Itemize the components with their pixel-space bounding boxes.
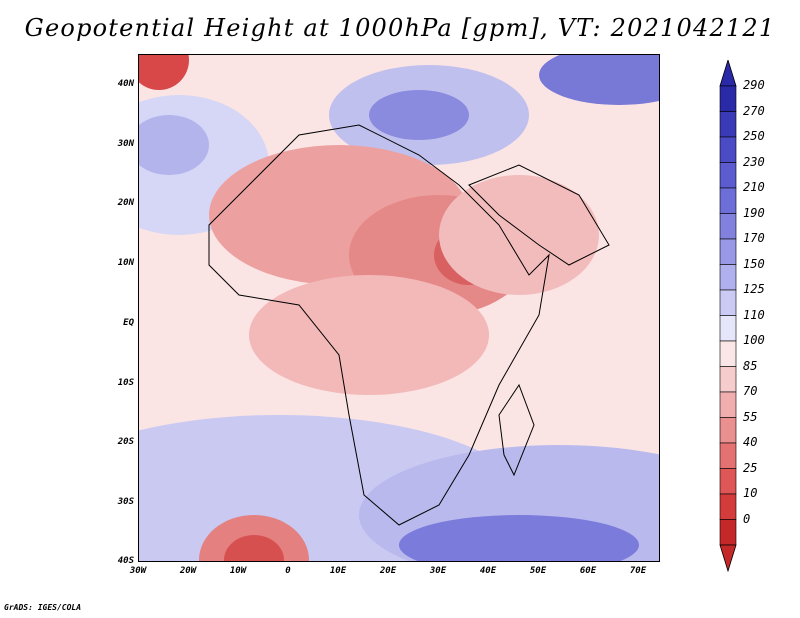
colorbar-tick-label: 230: [743, 154, 765, 169]
colorbar-segment: [719, 187, 737, 214]
colorbar-tick-label: 210: [743, 180, 765, 194]
colorbar-segment: [719, 162, 737, 189]
colorbar-segment: [719, 289, 737, 316]
azores-high-core: [139, 115, 209, 175]
northeast-high: [539, 55, 659, 105]
colorbar-segment: [719, 417, 737, 444]
colorbar-tick-label: 150: [743, 256, 765, 271]
map-panel: [138, 54, 660, 562]
colorbar-tick-label: 70: [743, 384, 758, 398]
northwest-low: [139, 55, 189, 90]
colorbar-segment: [719, 340, 737, 367]
colorbar-segment: [719, 468, 737, 495]
lon-tick-label: 20W: [179, 566, 197, 576]
southwest-low-core: [224, 535, 284, 561]
colorbar-tick-label: 110: [743, 307, 765, 322]
footer-credit: GrADS: IGES/COLA: [4, 603, 82, 612]
lat-tick-label: 30N: [117, 139, 134, 149]
colorbar-tick-label: 85: [743, 358, 758, 373]
colorbar-segment: [719, 136, 737, 163]
colorbar-tick-label: 40: [743, 435, 758, 449]
lon-tick-label: 40E: [479, 566, 497, 576]
colorbar-segment: [719, 85, 737, 112]
lat-tick-label: EQ: [123, 318, 134, 328]
lon-tick-label: 30W: [129, 566, 147, 576]
lat-tick-label: 30S: [117, 497, 134, 507]
colorbar-segment: [719, 315, 737, 342]
colorbar-tick-label: 270: [743, 103, 765, 118]
colorbar: [719, 60, 737, 573]
lon-tick-label: 0: [285, 566, 291, 576]
lon-tick-label: 10W: [229, 566, 247, 576]
lon-tick-label: 30E: [429, 566, 447, 576]
colorbar-tick-label: 55: [743, 409, 758, 424]
colorbar-tick-label: 0: [743, 511, 751, 526]
colorbar-top-arrow: [719, 60, 737, 87]
map-field: [139, 55, 659, 561]
colorbar-tick-label: 25: [743, 460, 758, 475]
colorbar-segment: [719, 366, 737, 393]
mediterranean-high-core: [369, 90, 469, 140]
colorbar-bottom-arrow: [719, 544, 737, 573]
colorbar-tick-label: 170: [743, 231, 765, 245]
south-high-core: [399, 515, 639, 561]
colorbar-tick-label: 10: [743, 486, 758, 500]
central-africa-low: [249, 275, 489, 395]
chart-title: Geopotential Height at 1000hPa [gpm], VT…: [24, 14, 776, 42]
colorbar-tick-label: 125: [743, 282, 765, 296]
lat-tick-label: 10N: [117, 258, 134, 268]
colorbar-segment: [719, 519, 737, 546]
lat-tick-label: 40S: [117, 556, 134, 566]
colorbar-segment: [719, 442, 737, 469]
arabia-outline: [468, 164, 610, 266]
lon-tick-label: 10E: [329, 566, 347, 576]
africa-outline: [208, 124, 550, 526]
colorbar-tick-label: 250: [743, 129, 765, 143]
lon-tick-label: 50E: [529, 566, 547, 576]
madagascar-outline: [498, 383, 535, 477]
lat-tick-label: 20N: [117, 198, 134, 208]
lon-tick-label: 60E: [579, 566, 597, 576]
colorbar-tick-label: 290: [743, 78, 765, 92]
colorbar-segment: [719, 238, 737, 265]
lat-tick-label: 10S: [117, 378, 134, 388]
colorbar-tick-label: 190: [743, 205, 765, 220]
colorbar-segment: [719, 213, 737, 240]
lon-tick-label: 70E: [629, 566, 647, 576]
lat-tick-label: 40N: [117, 79, 134, 89]
lat-tick-label: 20S: [117, 437, 134, 447]
colorbar-segment: [719, 111, 737, 138]
colorbar-segment: [719, 391, 737, 418]
colorbar-segment: [719, 493, 737, 520]
colorbar-segment: [719, 264, 737, 291]
lon-tick-label: 20E: [379, 566, 397, 576]
colorbar-tick-label: 100: [743, 333, 765, 347]
